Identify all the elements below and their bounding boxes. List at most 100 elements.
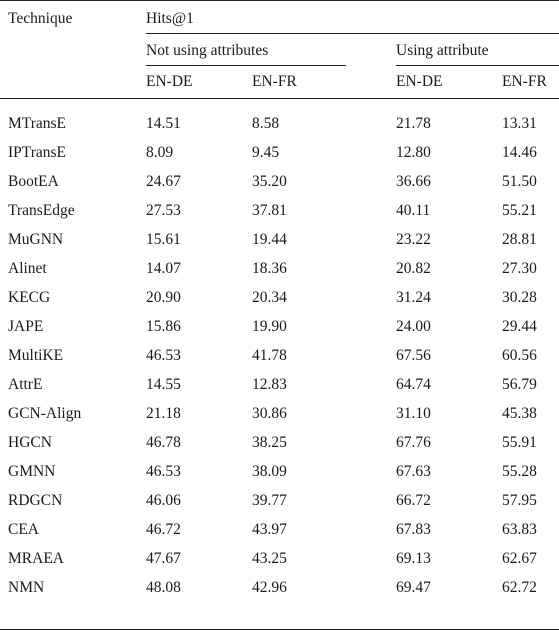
- row-technique: AttrE: [8, 376, 43, 393]
- row-value: 24.67: [146, 173, 181, 190]
- row-technique: KECG: [8, 289, 51, 306]
- row-technique: BootEA: [8, 173, 59, 190]
- row-value: 48.08: [146, 579, 181, 596]
- row-value: 42.96: [252, 579, 287, 596]
- row-value: 64.74: [396, 376, 431, 393]
- row-value: 67.63: [396, 463, 431, 480]
- row-value: 62.67: [502, 550, 537, 567]
- row-value: 27.53: [146, 202, 181, 219]
- row-technique: MultiKE: [8, 347, 64, 364]
- row-value: 36.66: [396, 173, 431, 190]
- row-value: 47.67: [146, 550, 181, 567]
- row-value: 20.82: [396, 260, 431, 277]
- row-value: 45.38: [502, 405, 537, 422]
- row-value: 30.86: [252, 405, 287, 422]
- row-value: 23.22: [396, 231, 431, 248]
- row-technique: HGCN: [8, 434, 52, 451]
- row-technique: GMNN: [8, 463, 56, 480]
- row-value: 69.13: [396, 550, 431, 567]
- row-value: 46.78: [146, 434, 181, 451]
- row-value: 46.72: [146, 521, 181, 538]
- row-value: 14.51: [146, 115, 181, 132]
- row-value: 69.47: [396, 579, 431, 596]
- row-technique: IPTransE: [8, 144, 66, 161]
- row-value: 43.25: [252, 550, 287, 567]
- group-using-rule: [396, 65, 559, 66]
- row-value: 20.90: [146, 289, 181, 306]
- row-value: 55.21: [502, 202, 537, 219]
- row-value: 19.44: [252, 231, 287, 248]
- row-value: 15.61: [146, 231, 181, 248]
- row-value: 19.90: [252, 318, 287, 335]
- row-technique: Alinet: [8, 260, 47, 277]
- row-value: 38.09: [252, 463, 287, 480]
- row-value: 13.31: [502, 115, 537, 132]
- row-technique: NMN: [8, 579, 45, 596]
- row-technique: RDGCN: [8, 492, 63, 509]
- row-value: 66.72: [396, 492, 431, 509]
- header-metric: Hits@1: [146, 10, 194, 27]
- row-value: 55.91: [502, 434, 537, 451]
- row-technique: GCN-Align: [8, 405, 82, 422]
- row-value: 67.56: [396, 347, 431, 364]
- metric-rule: [146, 33, 559, 34]
- row-value: 38.25: [252, 434, 287, 451]
- group-not-using-rule: [146, 65, 346, 66]
- row-technique: CEA: [8, 521, 39, 538]
- row-technique: TransEdge: [8, 202, 75, 219]
- row-value: 8.09: [146, 144, 174, 161]
- bottom-rule: [0, 629, 559, 630]
- row-technique: MTransE: [8, 115, 66, 132]
- row-value: 9.45: [252, 144, 280, 161]
- header-bottom-rule: [0, 98, 559, 99]
- row-value: 57.95: [502, 492, 537, 509]
- row-value: 21.18: [146, 405, 181, 422]
- row-value: 40.11: [396, 202, 431, 219]
- row-value: 67.76: [396, 434, 431, 451]
- subcol-header: EN-FR: [502, 73, 547, 90]
- row-value: 12.80: [396, 144, 431, 161]
- row-technique: JAPE: [8, 318, 44, 335]
- row-value: 28.81: [502, 231, 537, 248]
- row-value: 20.34: [252, 289, 287, 306]
- row-technique: MuGNN: [8, 231, 64, 248]
- row-value: 67.83: [396, 521, 431, 538]
- top-rule: [0, 0, 559, 1]
- row-value: 15.86: [146, 318, 181, 335]
- header-group-not-using: Not using attributes: [146, 42, 269, 59]
- row-value: 63.83: [502, 521, 537, 538]
- row-value: 46.06: [146, 492, 181, 509]
- row-value: 8.58: [252, 115, 280, 132]
- row-value: 14.46: [502, 144, 537, 161]
- row-value: 18.36: [252, 260, 287, 277]
- row-value: 56.79: [502, 376, 537, 393]
- header-technique: Technique: [8, 10, 73, 27]
- subcol-header: EN-DE: [396, 73, 443, 90]
- row-value: 12.83: [252, 376, 287, 393]
- row-value: 30.28: [502, 289, 537, 306]
- row-value: 41.78: [252, 347, 287, 364]
- row-technique: MRAEA: [8, 550, 64, 567]
- row-value: 46.53: [146, 463, 181, 480]
- row-value: 21.78: [396, 115, 431, 132]
- row-value: 46.53: [146, 347, 181, 364]
- row-value: 14.07: [146, 260, 181, 277]
- row-value: 51.50: [502, 173, 537, 190]
- row-value: 60.56: [502, 347, 537, 364]
- subcol-header: EN-FR: [252, 73, 297, 90]
- row-value: 43.97: [252, 521, 287, 538]
- subcol-header: EN-DE: [146, 73, 193, 90]
- row-value: 29.44: [502, 318, 537, 335]
- row-value: 37.81: [252, 202, 287, 219]
- row-value: 24.00: [396, 318, 431, 335]
- row-value: 14.55: [146, 376, 181, 393]
- row-value: 62.72: [502, 579, 537, 596]
- row-value: 31.24: [396, 289, 431, 306]
- row-value: 39.77: [252, 492, 287, 509]
- header-group-using: Using attribute: [396, 42, 489, 59]
- row-value: 31.10: [396, 405, 431, 422]
- row-value: 35.20: [252, 173, 287, 190]
- row-value: 27.30: [502, 260, 537, 277]
- row-value: 55.28: [502, 463, 537, 480]
